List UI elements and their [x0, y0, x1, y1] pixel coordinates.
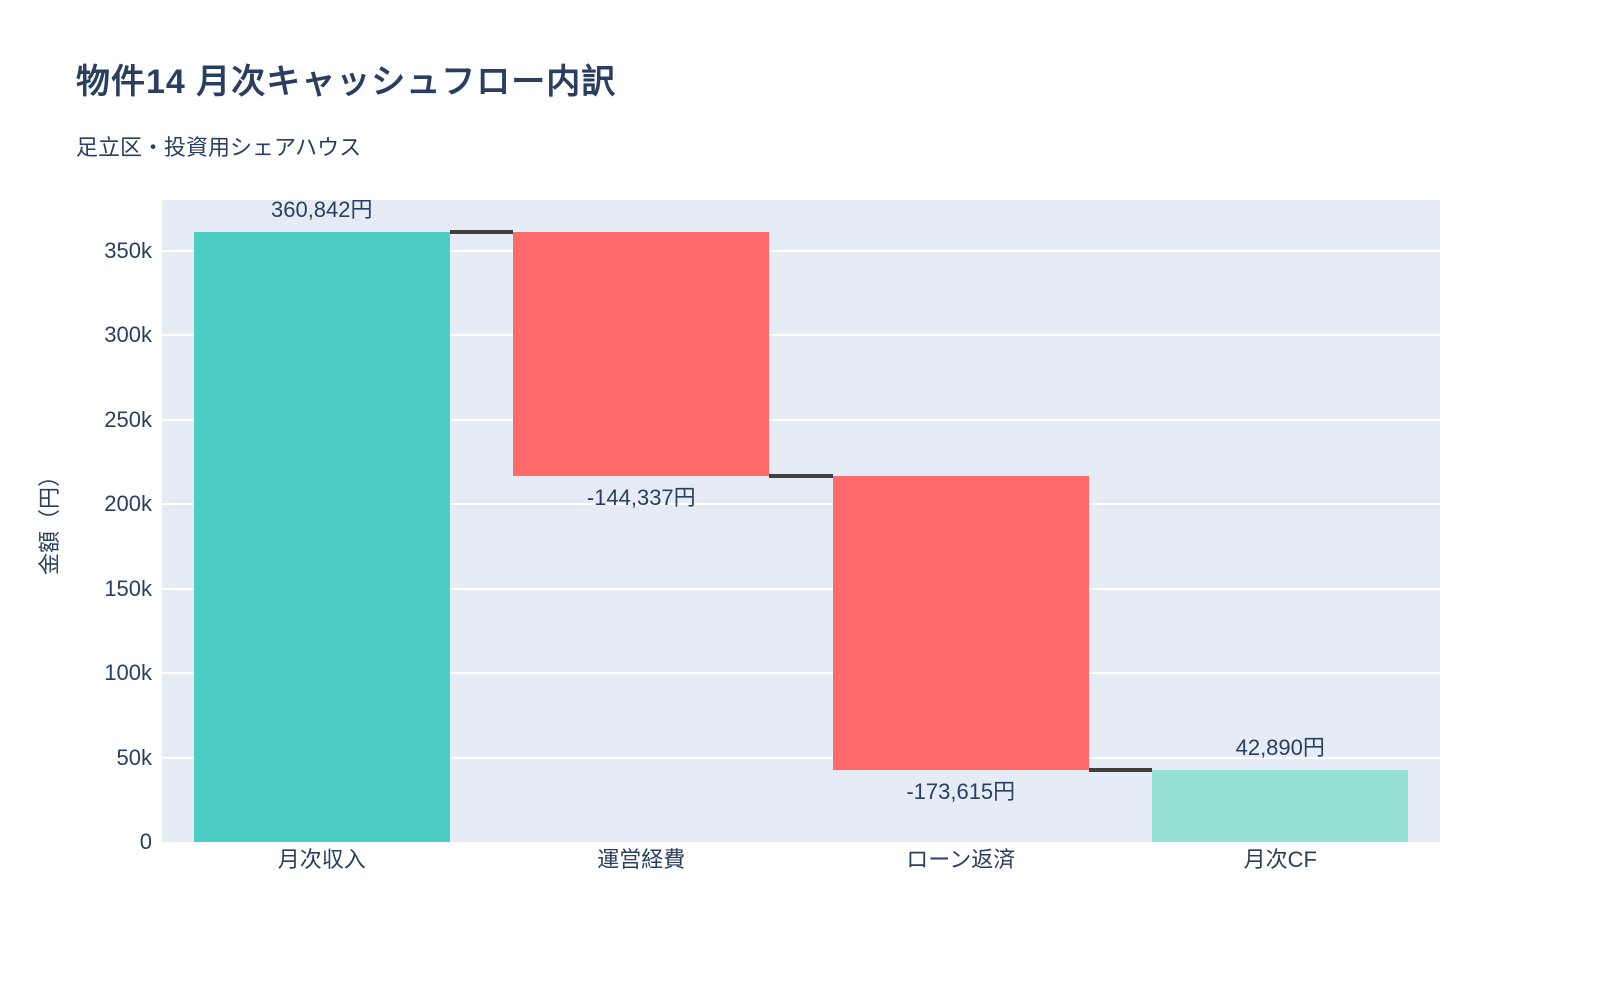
bar-value-label: 42,890円 — [1235, 734, 1325, 760]
y-gridline — [162, 756, 1440, 759]
waterfall-bar-2 — [832, 476, 1089, 770]
waterfall-bar-0 — [193, 232, 450, 842]
bar-value-label: 360,842円 — [270, 200, 373, 223]
y-tick-label: 250k — [104, 406, 152, 432]
y-tick-label: 150k — [104, 575, 152, 601]
y-tick-label: 50k — [116, 744, 152, 770]
chart-title: 物件14 月次キャッシュフロー内訳 — [76, 63, 617, 101]
y-tick-label: 200k — [104, 491, 152, 517]
y-tick-label: 300k — [104, 322, 152, 348]
x-tick-label: 月次CF — [1243, 847, 1317, 872]
connector-line — [769, 474, 833, 479]
y-gridline — [162, 334, 1440, 337]
x-tick-label: 運営経費 — [597, 847, 686, 872]
y-tick-label: 100k — [104, 660, 152, 686]
connector-line — [449, 230, 514, 235]
y-gridline — [162, 418, 1440, 421]
waterfall-bar-1 — [513, 232, 770, 477]
bar-value-label: -144,337円 — [586, 485, 696, 511]
waterfall-bar-3 — [1152, 769, 1409, 842]
x-tick-label: ローン返済 — [906, 847, 1016, 872]
y-gridline — [162, 249, 1440, 252]
chart-subtitle: 足立区・投資用シェアハウス — [76, 135, 362, 160]
y-axis-title: 金額（円） — [37, 464, 62, 576]
y-tick-label: 0 — [139, 829, 152, 854]
connector-line — [1088, 767, 1153, 772]
y-gridline — [162, 672, 1440, 675]
bar-value-label: -173,615円 — [906, 778, 1016, 804]
y-gridline — [162, 587, 1440, 590]
plot-area: 360,842円 -144,337円 -173,615円 42,890円 — [162, 200, 1440, 842]
y-tick-label: 350k — [104, 237, 152, 263]
x-tick-label: 月次収入 — [277, 847, 366, 872]
y-gridline — [162, 503, 1440, 506]
